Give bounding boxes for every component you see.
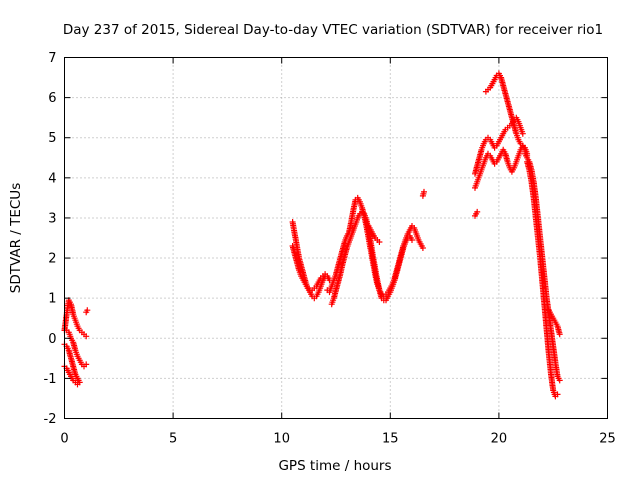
data-point [84, 307, 91, 314]
data-point [474, 208, 481, 215]
data-points [61, 70, 563, 400]
grid-lines [64, 57, 608, 419]
y-tick-label: 4 [48, 171, 56, 186]
y-tick-label: 5 [48, 131, 56, 146]
y-tick-label: 2 [48, 252, 56, 267]
data-point [409, 237, 415, 243]
data-point [74, 381, 81, 388]
y-tick-label: 6 [48, 91, 56, 106]
data-point [554, 391, 561, 398]
x-tick-label: 20 [491, 432, 508, 447]
data-point [83, 333, 90, 340]
chart-title: Day 237 of 2015, Sidereal Day-to-day VTE… [63, 22, 603, 38]
x-tick-label: 0 [60, 432, 68, 447]
y-axis-label: SDTVAR / TECUs [8, 183, 24, 293]
data-point [376, 239, 383, 245]
axis-ticks: 0 5 10 15 20 25 -2 -1 0 1 2 3 4 5 6 7 [44, 51, 616, 447]
data-point [556, 377, 563, 384]
data-point [519, 130, 526, 137]
y-tick-label: -1 [44, 372, 57, 387]
y-tick-label: -2 [44, 412, 57, 427]
x-tick-label: 25 [599, 432, 616, 447]
x-axis-label: GPS time / hours [278, 458, 391, 474]
y-tick-label: 3 [48, 211, 56, 226]
x-tick-label: 15 [382, 432, 399, 447]
x-tick-label: 5 [169, 432, 177, 447]
data-point [556, 331, 563, 338]
data-point [419, 245, 426, 251]
data-point [83, 361, 90, 368]
data-point [421, 188, 427, 195]
x-tick-label: 10 [273, 432, 290, 447]
y-tick-label: 7 [48, 51, 56, 66]
y-tick-label: 1 [48, 292, 56, 307]
y-tick-label: 0 [48, 332, 56, 347]
plot-frame [64, 57, 608, 419]
